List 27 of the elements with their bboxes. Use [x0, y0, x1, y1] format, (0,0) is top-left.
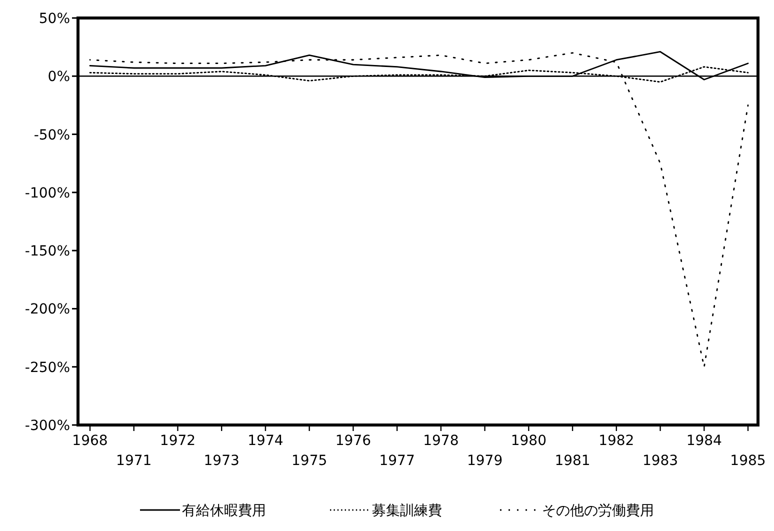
y-tick-label: -150%: [24, 244, 70, 260]
x-tick-label: 1985: [730, 453, 766, 469]
x-tick-label: 1982: [598, 433, 634, 449]
x-tick-label: 1974: [248, 433, 284, 449]
y-tick-label: 50%: [38, 11, 70, 27]
legend-label: 有給休暇費用: [182, 503, 266, 519]
legend-label: その他の労働費用: [542, 503, 654, 519]
x-tick-label: 1984: [686, 433, 722, 449]
x-tick-label: 1973: [204, 453, 240, 469]
x-tick-label: 1975: [292, 453, 328, 469]
x-tick-label: 1978: [423, 433, 459, 449]
x-tick-label: 1968: [72, 433, 108, 449]
y-tick-label: -50%: [34, 127, 70, 144]
y-tick-label: -100%: [24, 185, 70, 202]
x-tick-label: 1977: [379, 453, 415, 469]
y-tick-label: -250%: [24, 360, 70, 376]
x-tick-label: 1983: [642, 453, 678, 469]
y-tick-label: -200%: [24, 302, 70, 318]
legend-label: 募集訓練費: [372, 503, 442, 519]
x-tick-label: 1971: [116, 453, 152, 469]
x-tick-label: 1976: [335, 433, 372, 449]
x-tick-label: 1981: [554, 453, 590, 469]
x-tick-label: 1979: [466, 453, 503, 469]
x-tick-label: 1972: [160, 433, 196, 449]
y-tick-label: 0%: [48, 69, 70, 86]
x-tick-label: 1980: [510, 433, 546, 449]
y-tick-label: -300%: [24, 418, 70, 434]
